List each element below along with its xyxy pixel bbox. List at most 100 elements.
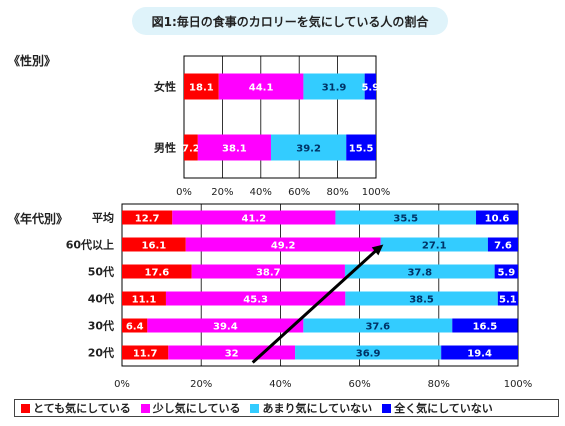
age-x-tick-label: 60% bbox=[348, 379, 370, 390]
legend-label: とても気にしている bbox=[33, 402, 131, 415]
age-bar-segment bbox=[494, 264, 518, 279]
gender-bar-segment bbox=[197, 134, 271, 161]
gender-bar-segment bbox=[346, 134, 376, 161]
gender-data-label: 18.1 bbox=[189, 83, 214, 94]
age-data-label: 7.6 bbox=[494, 241, 512, 252]
gender-data-label: 15.5 bbox=[349, 144, 374, 155]
age-bar-segment bbox=[122, 318, 148, 333]
age-x-tick-label: 100% bbox=[504, 379, 533, 390]
gender-bar-segment bbox=[303, 73, 365, 100]
age-plot-frame bbox=[121, 203, 519, 367]
legend-item: あまり気にしていない bbox=[250, 400, 372, 416]
age-category-label: 30代 bbox=[88, 319, 114, 333]
legend: とても気にしている 少し気にしている あまり気にしていない 全く気にしていない bbox=[14, 399, 559, 417]
age-bar-segment bbox=[122, 264, 192, 279]
age-data-label: 11.1 bbox=[132, 295, 157, 306]
age-x-tick-label: 0% bbox=[114, 379, 130, 390]
legend-label: 少し気にしている bbox=[152, 402, 241, 415]
age-data-label: 12.7 bbox=[135, 214, 160, 225]
age-data-label: 10.6 bbox=[485, 214, 510, 225]
legend-swatch bbox=[250, 403, 260, 413]
gender-category-label: 女性 bbox=[154, 80, 176, 94]
gender-bar-segment bbox=[184, 134, 198, 161]
age-bar-segment bbox=[122, 237, 186, 252]
age-data-label: 27.1 bbox=[422, 241, 447, 252]
age-annotation-arrow-head bbox=[371, 244, 384, 256]
age-bar-segment bbox=[476, 210, 518, 225]
age-bar-segment bbox=[172, 210, 336, 225]
gender-data-label: 7.2 bbox=[182, 144, 200, 155]
gender-bar-segment bbox=[184, 73, 219, 100]
gender-bar-segment bbox=[270, 134, 347, 161]
gender-data-label: 31.9 bbox=[322, 83, 347, 94]
age-bar-segment bbox=[380, 237, 488, 252]
gender-x-tick-label: 100% bbox=[362, 187, 391, 198]
legend-label: 全く気にしていない bbox=[394, 402, 493, 415]
chart-title: 図1:毎日の食事のカロリーを気にしている人の割合 bbox=[132, 7, 448, 35]
legend-swatch bbox=[140, 403, 150, 413]
age-x-tick-label: 20% bbox=[190, 379, 212, 390]
section-label-gender: 《性別》 bbox=[8, 54, 57, 68]
legend-item: 全く気にしていない bbox=[382, 400, 493, 416]
age-data-label: 38.7 bbox=[256, 268, 281, 279]
age-data-label: 6.4 bbox=[126, 322, 144, 333]
legend-item: 少し気にしている bbox=[140, 400, 241, 416]
age-data-label: 39.4 bbox=[213, 322, 238, 333]
age-bar-segment bbox=[185, 237, 381, 252]
age-data-label: 37.8 bbox=[407, 268, 432, 279]
age-x-tick-label: 40% bbox=[269, 379, 291, 390]
age-annotation-arrow-line bbox=[251, 249, 377, 364]
gender-x-tick-label: 60% bbox=[288, 187, 310, 198]
legend-label: あまり気にしていない bbox=[262, 402, 373, 415]
gender-plot-frame bbox=[183, 55, 377, 179]
age-bar-segment bbox=[122, 291, 166, 306]
age-data-label: 16.1 bbox=[142, 241, 167, 252]
age-data-label: 32 bbox=[225, 349, 239, 360]
age-data-label: 36.9 bbox=[356, 349, 381, 360]
age-bar-segment bbox=[335, 210, 477, 225]
age-data-label: 5.9 bbox=[497, 268, 515, 279]
gender-data-label: 5.9 bbox=[361, 83, 379, 94]
age-category-label: 40代 bbox=[88, 292, 114, 306]
age-bar-segment bbox=[345, 291, 498, 306]
age-bar-segment bbox=[487, 237, 518, 252]
gender-data-label: 44.1 bbox=[249, 83, 274, 94]
age-data-label: 5.1 bbox=[499, 295, 517, 306]
gender-data-label: 39.2 bbox=[296, 144, 321, 155]
age-data-label: 37.6 bbox=[365, 322, 390, 333]
gender-x-tick-label: 40% bbox=[250, 187, 272, 198]
age-bar-segment bbox=[122, 345, 169, 360]
age-bar-segment bbox=[165, 291, 346, 306]
age-data-label: 45.3 bbox=[243, 295, 268, 306]
gender-data-label: 38.1 bbox=[222, 144, 247, 155]
age-category-label: 50代 bbox=[88, 265, 114, 279]
gender-x-tick-label: 80% bbox=[326, 187, 348, 198]
gender-x-tick-label: 20% bbox=[211, 187, 233, 198]
gender-bar-segment bbox=[364, 73, 376, 100]
age-bar-segment bbox=[147, 318, 304, 333]
age-category-label: 平均 bbox=[92, 211, 114, 225]
gender-category-label: 男性 bbox=[154, 141, 176, 155]
age-bar-segment bbox=[122, 210, 173, 225]
age-bar-segment bbox=[497, 291, 518, 306]
age-data-label: 16.5 bbox=[473, 322, 498, 333]
age-data-label: 41.2 bbox=[242, 214, 267, 225]
age-data-label: 11.7 bbox=[133, 349, 158, 360]
age-data-label: 49.2 bbox=[271, 241, 296, 252]
age-bar-segment bbox=[295, 345, 442, 360]
age-category-label: 60代以上 bbox=[66, 238, 114, 252]
age-bar-segment bbox=[191, 264, 345, 279]
age-bar-segment bbox=[168, 345, 296, 360]
age-data-label: 35.5 bbox=[393, 214, 418, 225]
age-x-tick-label: 80% bbox=[428, 379, 450, 390]
gender-x-tick-label: 0% bbox=[176, 187, 192, 198]
legend-item: とても気にしている bbox=[21, 400, 131, 416]
age-bar-segment bbox=[303, 318, 453, 333]
gender-bar-segment bbox=[218, 73, 304, 100]
age-bar-segment bbox=[452, 318, 518, 333]
age-category-label: 20代 bbox=[88, 346, 114, 360]
section-label-age: 《年代別》 bbox=[8, 212, 69, 226]
legend-swatch bbox=[382, 403, 392, 413]
age-bar-segment bbox=[441, 345, 518, 360]
